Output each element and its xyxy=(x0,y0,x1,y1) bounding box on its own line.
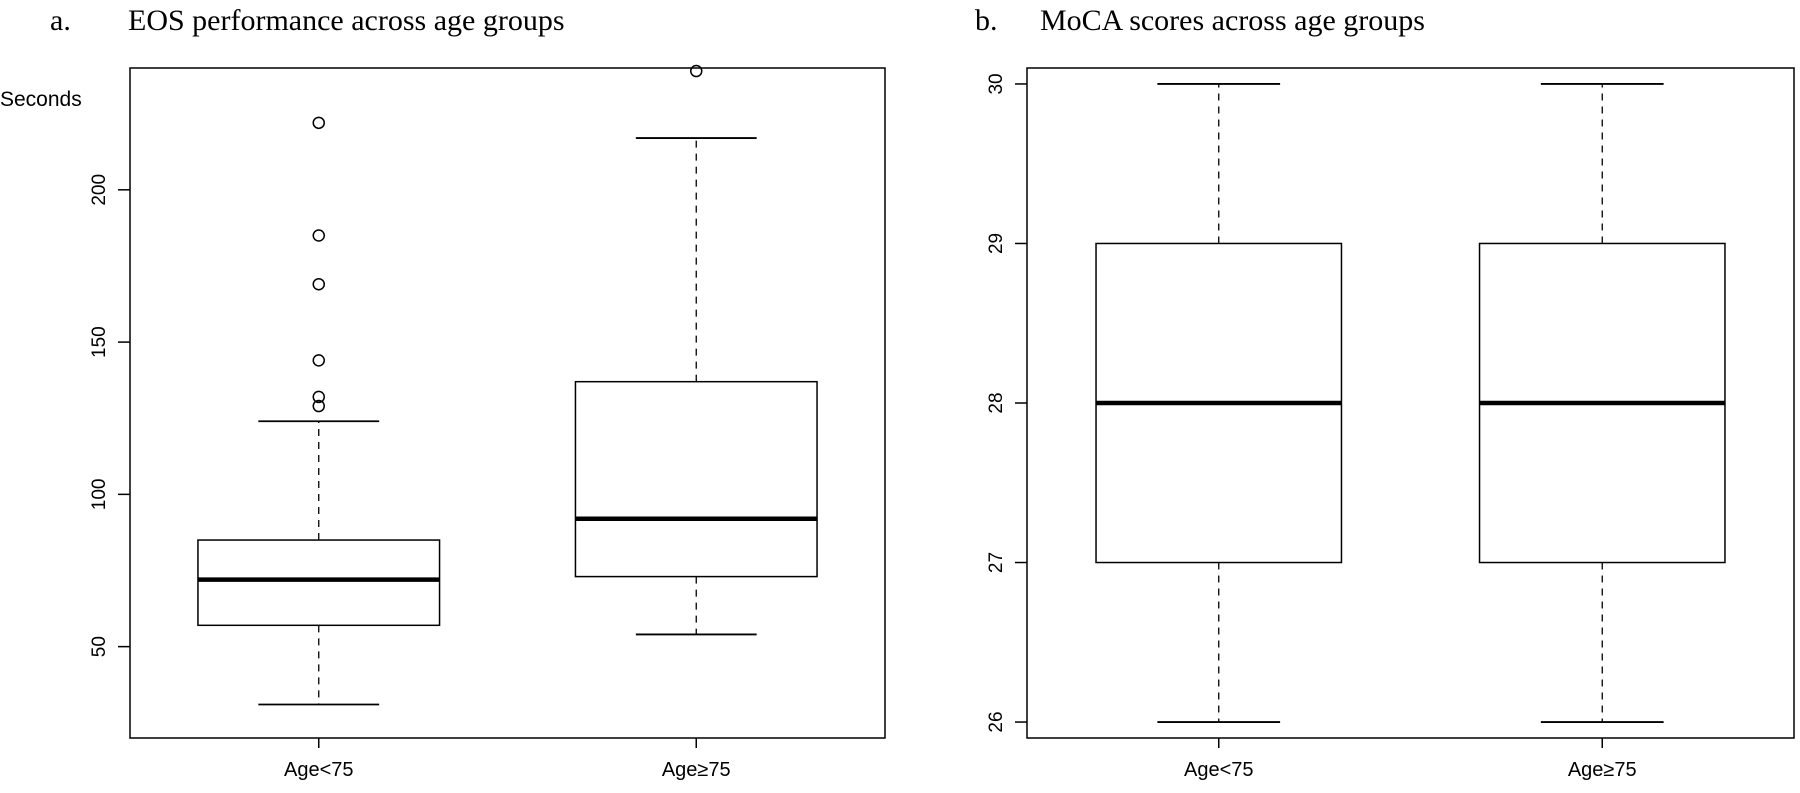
panel-a-box-0-iqr xyxy=(197,539,441,627)
panel-a-box-0-outlier-1 xyxy=(312,390,325,404)
panel-b-y-tick-label-4: 30 xyxy=(986,73,1007,94)
panel-a-label: a. xyxy=(50,4,71,37)
panel-a-plot-frame xyxy=(129,67,886,739)
panel-a-y-tick-label-0: 50 xyxy=(89,636,110,657)
panel-a-box-0-outlier-2 xyxy=(312,354,325,367)
panel-b-y-tick-label-1: 27 xyxy=(986,552,1007,573)
panel-a-y-tick-label-1: 100 xyxy=(89,479,110,511)
panel-b-y-tick-label-3: 29 xyxy=(986,233,1007,254)
panel-a-title: EOS performance across age groups xyxy=(128,4,565,37)
panel-b-y-tick-label-0: 26 xyxy=(986,711,1007,732)
panel-a-box-0-outlier-0 xyxy=(312,399,325,413)
panel-a-box-1-outlier-0 xyxy=(690,64,703,78)
panel-a-box-0-outlier-5 xyxy=(312,116,325,130)
panel-b-y-tick-label-2: 28 xyxy=(986,392,1007,413)
panel-a-y-tick-label-2: 150 xyxy=(89,326,110,358)
panel-a-box-0-outlier-4 xyxy=(312,229,325,242)
panel-a-box-0-outlier-3 xyxy=(312,277,325,291)
panel-a-marks: 50 100 150 200 Age<75 Age≥75 xyxy=(89,64,818,781)
panel-a-box-1-iqr xyxy=(574,380,818,578)
panel-b-x-tick-label-1: Age≥75 xyxy=(1568,759,1637,781)
panel-b-marks: 26 27 28 29 30 Age<75 Age≥75 xyxy=(986,73,1726,781)
panel-a-x-tick-label-1: Age≥75 xyxy=(662,759,731,781)
panel-b-label: b. xyxy=(975,4,998,37)
panel-b-title: MoCA scores across age groups xyxy=(1040,4,1425,37)
panel-a-x-tick-label-0: Age<75 xyxy=(284,759,354,781)
panel-a-y-axis-label: Seconds xyxy=(0,88,82,111)
panel-a-y-tick-label-3: 200 xyxy=(89,174,110,206)
panel-eos-performance: a. EOS performance across age groups Sec… xyxy=(0,4,886,781)
panel-b-x-tick-label-0: Age<75 xyxy=(1184,759,1254,781)
panel-moca-scores: b. MoCA scores across age groups 2627282… xyxy=(975,4,1795,781)
